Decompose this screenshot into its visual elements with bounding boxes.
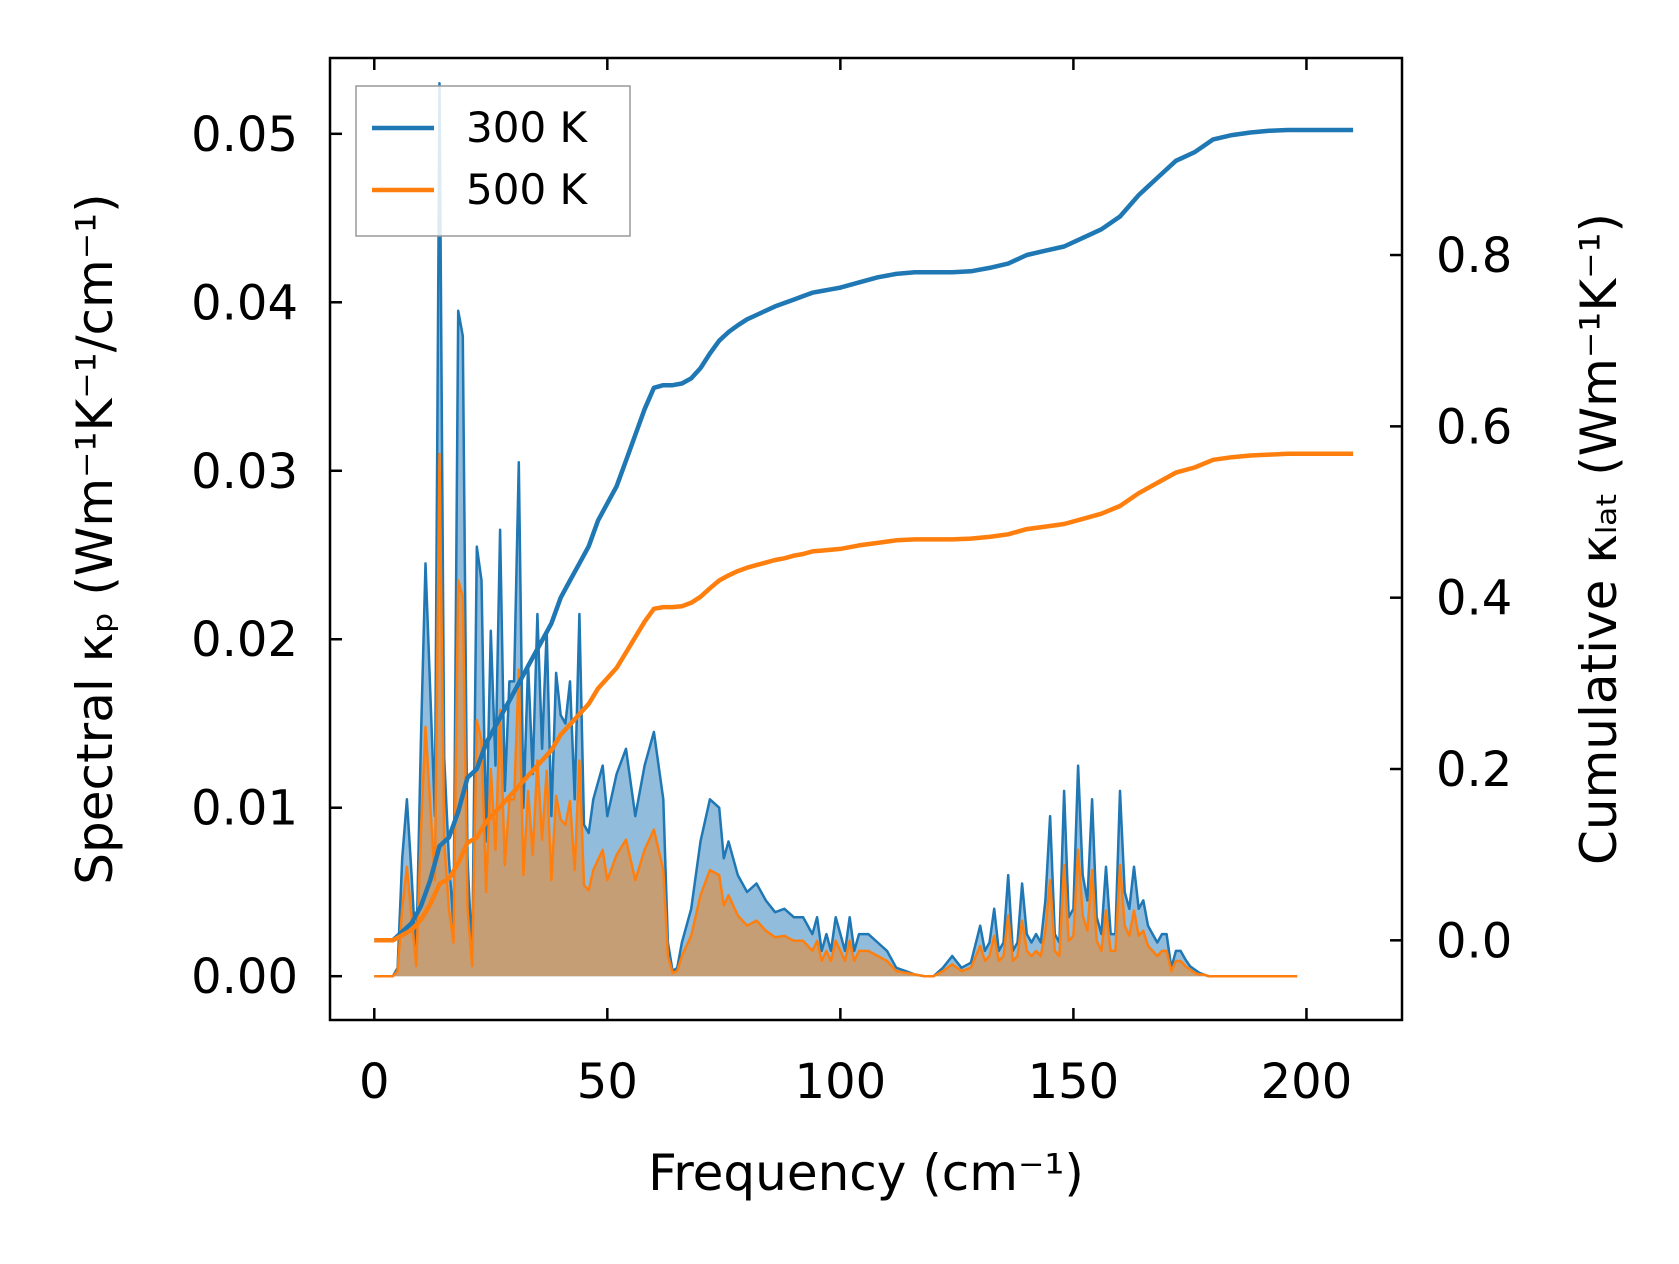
legend-label-300k: 300 K [466, 103, 589, 152]
ticks-layer: 0 50 100 150 200 0.00 0.01 0.02 0.03 0.04 0.05 0.0 0… [191, 58, 1512, 1110]
y-axis-label-left: Spectral κₚ (Wm⁻¹K⁻¹/cm⁻¹) [66, 193, 124, 884]
x-tick-label: 150 [1028, 1054, 1120, 1110]
y-tick-label-right: 0.0 [1436, 913, 1512, 969]
x-axis-label: Frequency (cm⁻¹) [648, 1144, 1084, 1202]
legend-label-500k: 500 K [466, 165, 589, 214]
y-axis-label-right: Cumulative κₗₐₜ (Wm⁻¹K⁻¹) [1570, 213, 1628, 865]
x-tick-label: 100 [795, 1054, 887, 1110]
x-tick-label: 50 [577, 1054, 638, 1110]
legend-box [355, 85, 631, 237]
plot-frame [328, 56, 1404, 1022]
y-tick-label-left: 0.04 [191, 275, 298, 331]
spectral-area-500-k [374, 453, 1298, 977]
plot-area [374, 82, 1354, 978]
y-tick-label-left: 0.01 [191, 781, 298, 837]
y-tick-label-right: 0.6 [1436, 399, 1512, 455]
y-tick-label-right: 0.4 [1436, 571, 1512, 627]
y-tick-label-left: 0.03 [191, 444, 298, 500]
x-tick-label: 200 [1261, 1054, 1353, 1110]
y-tick-label-left: 0.00 [191, 949, 298, 1005]
spectral-line-300-k [374, 82, 1298, 978]
cumulative-line-500-k-cumulative [374, 451, 1354, 943]
y-tick-label-left: 0.05 [191, 107, 298, 163]
x-tick-label: 0 [359, 1054, 390, 1110]
y-tick-label-left: 0.02 [191, 612, 298, 668]
spectral-line-500-k [374, 452, 1298, 978]
cumulative-line-300-k-cumulative [374, 127, 1354, 943]
y-tick-label-right: 0.8 [1436, 228, 1512, 284]
legend: 300 K 500 K [355, 85, 631, 237]
y-tick-label-right: 0.2 [1436, 742, 1512, 798]
